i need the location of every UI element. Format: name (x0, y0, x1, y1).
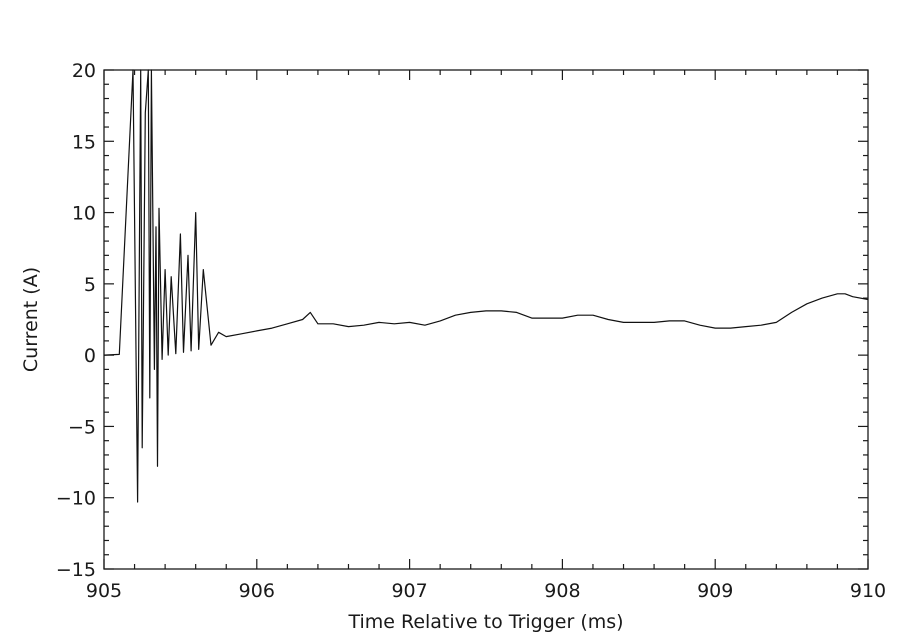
y-tick-label: −5 (68, 416, 96, 438)
x-axis-label: Time Relative to Trigger (ms) (347, 611, 623, 633)
y-axis-label: Current (A) (20, 267, 42, 372)
plot-frame (103, 69, 869, 570)
x-tick-label: 905 (86, 580, 122, 602)
y-tick-label: −15 (56, 559, 96, 581)
y-tick-label: 15 (72, 131, 96, 153)
y-tick-label: 0 (84, 345, 96, 367)
y-tick-label: −10 (56, 488, 96, 510)
y-axis: −15 −10 −5 0 5 10 15 20 (56, 60, 868, 581)
y-tick-label: 5 (84, 274, 96, 296)
x-tick-label: 907 (391, 580, 427, 602)
y-tick-label: 20 (72, 60, 96, 82)
y-tick-label: 10 (72, 203, 96, 225)
x-axis: 905 906 907 908 909 910 (86, 70, 886, 602)
x-tick-label: 910 (850, 580, 886, 602)
current-trace-line (103, 69, 869, 503)
series-layer (103, 69, 869, 503)
x-tick-label: 906 (239, 580, 275, 602)
x-tick-label: 909 (697, 580, 733, 602)
x-tick-label: 908 (544, 580, 580, 602)
